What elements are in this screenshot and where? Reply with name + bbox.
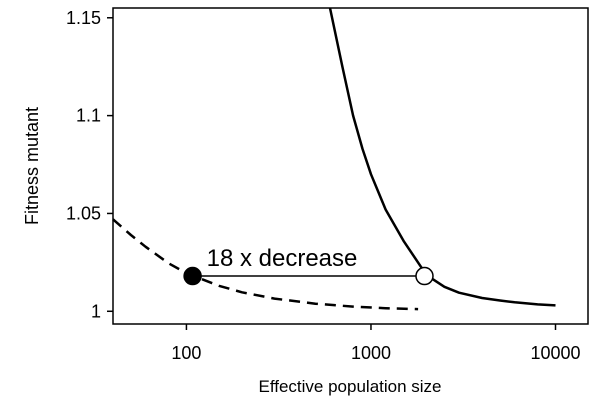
solid-series-line	[328, 7, 556, 307]
plot-frame	[112, 7, 589, 325]
x-tick-label: 10000	[530, 343, 580, 363]
dashed-series-line	[112, 218, 419, 311]
x-tick-label: 1000	[351, 343, 391, 363]
y-axis-label: Fitness mutant	[22, 107, 42, 225]
open-point	[415, 266, 434, 286]
y-tick-label: 1.05	[66, 203, 101, 223]
annotation-group: 18 x decrease	[192, 245, 425, 277]
x-axis-label: Effective population size	[258, 377, 441, 396]
filled-point	[183, 266, 202, 286]
y-tick-label: 1.1	[76, 106, 101, 126]
y-tick-label: 1.15	[66, 8, 101, 28]
tick-group: 100 1000 10000 1 1.05 1.1 1.15	[66, 8, 581, 363]
y-tick-label: 1	[91, 301, 101, 321]
x-tick-label: 100	[171, 343, 201, 363]
decrease-annotation-label: 18 x decrease	[207, 245, 358, 272]
points-group	[183, 266, 434, 286]
